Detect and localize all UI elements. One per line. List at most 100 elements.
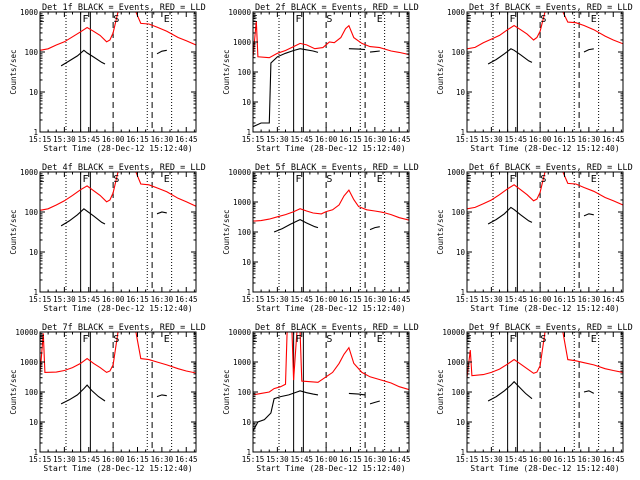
data-group (253, 332, 409, 432)
x-tick-label: 15:45 (504, 135, 527, 144)
series-lld-line (40, 332, 119, 374)
x-tick-label: 16:30 (364, 295, 387, 304)
x-tick-label: 15:45 (504, 295, 527, 304)
x-tick-label: 15:30 (53, 135, 76, 144)
y-axis-label: Counts/sec (436, 49, 445, 94)
x-tick-label: 16:00 (315, 295, 338, 304)
phase-letter: S (113, 14, 119, 25)
x-tick-label: 16:45 (388, 295, 411, 304)
x-tick-label: 16:30 (364, 455, 387, 464)
x-tick-label: 16:00 (529, 455, 552, 464)
data-group (253, 20, 409, 128)
series-events-line (253, 390, 319, 432)
y-tick-label: 10 (456, 88, 466, 97)
x-tick-label: 16:45 (602, 135, 625, 144)
x-tick-label: 15:30 (266, 455, 289, 464)
x-axis-label: Start Time (28-Dec-12 15:12:40) (470, 464, 619, 473)
y-axis-label: Counts/sec (222, 49, 231, 94)
y-tick-label: 10000 (228, 168, 251, 177)
x-tick-label: 15:15 (242, 455, 265, 464)
x-tick-label: 15:45 (504, 455, 527, 464)
x-axis-label: Start Time (28-Dec-12 15:12:40) (470, 144, 619, 153)
x-tick-label: 16:00 (315, 135, 338, 144)
phase-letter: E (466, 14, 472, 25)
x-tick-label: 16:15 (553, 135, 576, 144)
series-lld-line (253, 189, 409, 222)
series-lld-line (562, 172, 623, 206)
x-tick-label: 16:00 (102, 295, 125, 304)
phase-letter: E (377, 14, 383, 25)
series-events-line (487, 380, 533, 402)
series-events-line (156, 394, 167, 398)
series-lld-line (253, 20, 409, 59)
phase-letter: F (509, 174, 515, 185)
x-tick-label: 15:15 (242, 295, 265, 304)
x-axis-label: Start Time (28-Dec-12 15:12:40) (43, 464, 192, 473)
x-tick-label: 16:15 (126, 135, 149, 144)
x-axis-label: Start Time (28-Dec-12 15:12:40) (256, 464, 405, 473)
data-group (40, 12, 196, 67)
phase-letter: E (39, 174, 45, 185)
x-tick-label: 16:45 (388, 455, 411, 464)
x-axis-label: Start Time (28-Dec-12 15:12:40) (43, 304, 192, 313)
plot-frame (466, 171, 624, 293)
plot-frame (252, 171, 410, 293)
y-tick-label: 100 (24, 388, 38, 397)
y-tick-label: 100 (451, 208, 465, 217)
y-tick-label: 10 (29, 88, 39, 97)
series-events-line (369, 50, 380, 53)
phase-letter: E (252, 334, 258, 345)
series-lld-line (562, 332, 623, 373)
y-tick-label: 1000 (447, 168, 466, 177)
y-axis-label: Counts/sec (9, 369, 18, 414)
series-lld-line (467, 12, 546, 50)
phase-letter: E (164, 174, 170, 185)
panel-title: Det 2f BLACK = Events, RED = LLD (255, 3, 419, 13)
panel-title: Det 3f BLACK = Events, RED = LLD (469, 3, 633, 13)
series-events-line (487, 206, 533, 225)
panel-title: Det 5f BLACK = Events, RED = LLD (255, 163, 419, 173)
x-tick-label: 16:30 (578, 135, 601, 144)
y-tick-label: 10000 (228, 8, 251, 17)
phase-letter: F (82, 14, 88, 25)
phase-letter: E (164, 14, 170, 25)
phase-letter: F (82, 334, 88, 345)
series-events-line (60, 384, 106, 405)
x-tick-label: 16:30 (364, 135, 387, 144)
x-tick-label: 15:45 (77, 455, 100, 464)
series-lld-line (467, 172, 546, 210)
series-events-line (156, 49, 167, 55)
series-events-line (583, 213, 594, 217)
x-tick-label: 15:15 (456, 455, 479, 464)
x-tick-label: 15:45 (290, 295, 313, 304)
x-axis-label: Start Time (28-Dec-12 15:12:40) (256, 144, 405, 153)
x-tick-label: 16:45 (175, 135, 198, 144)
phase-letter: E (591, 334, 597, 345)
phase-letter: F (295, 334, 301, 345)
x-tick-label: 16:15 (553, 295, 576, 304)
phase-letter: F (295, 14, 301, 25)
y-tick-label: 1 (33, 288, 38, 297)
y-tick-label: 10 (242, 258, 252, 267)
x-tick-label: 15:45 (77, 295, 100, 304)
phase-letter: F (509, 334, 515, 345)
y-tick-label: 100 (237, 388, 251, 397)
plot-frame (252, 11, 410, 133)
phase-letter: S (113, 334, 119, 345)
x-tick-label: 15:30 (266, 135, 289, 144)
x-tick-label: 16:30 (151, 455, 174, 464)
x-tick-label: 16:30 (151, 135, 174, 144)
y-tick-label: 1000 (233, 38, 252, 47)
series-events-line (348, 392, 366, 396)
y-tick-label: 10000 (228, 328, 251, 337)
y-tick-label: 1 (460, 128, 465, 137)
plot-frame (252, 331, 410, 453)
panel-title: Det 7f BLACK = Events, RED = LLD (42, 323, 206, 333)
data-group (467, 172, 623, 225)
x-tick-label: 15:30 (53, 295, 76, 304)
phase-letter: E (377, 334, 383, 345)
